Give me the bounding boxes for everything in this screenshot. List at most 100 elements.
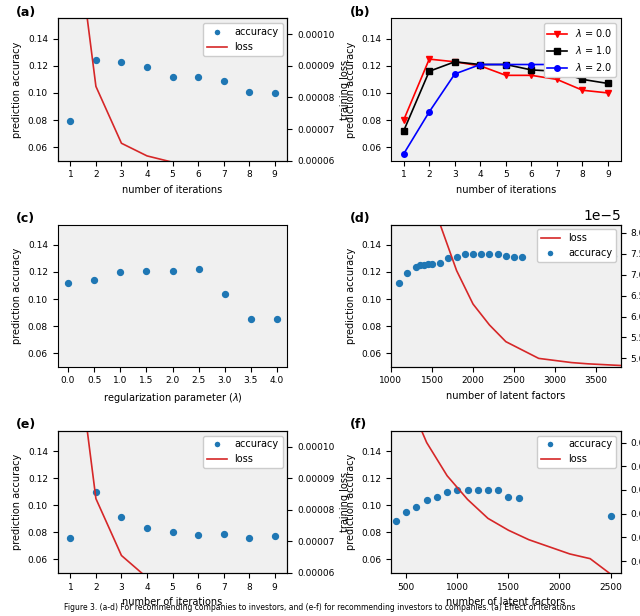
loss xyxy=(169,158,177,166)
accuracy xyxy=(391,516,401,526)
loss xyxy=(484,515,492,522)
accuracy xyxy=(451,252,461,262)
accuracy xyxy=(513,493,524,503)
accuracy xyxy=(517,252,527,262)
$\lambda$ = 2.0 xyxy=(400,150,408,158)
accuracy xyxy=(503,492,513,502)
Point xyxy=(272,314,282,324)
loss xyxy=(607,570,614,578)
Y-axis label: prediction accuracy: prediction accuracy xyxy=(12,41,22,138)
$\lambda$ = 1.0 xyxy=(527,67,535,74)
Legend: loss, accuracy: loss, accuracy xyxy=(537,230,616,262)
accuracy xyxy=(394,278,404,288)
accuracy xyxy=(509,252,519,262)
Point xyxy=(115,267,125,277)
$\lambda$ = 2.0 xyxy=(451,70,459,78)
Point xyxy=(141,265,152,275)
accuracy xyxy=(401,507,412,517)
accuracy xyxy=(427,259,437,269)
accuracy xyxy=(483,485,493,495)
accuracy xyxy=(116,57,127,67)
accuracy xyxy=(484,249,495,259)
accuracy xyxy=(218,76,228,86)
loss xyxy=(245,586,253,594)
$\lambda$ = 0.0 xyxy=(451,58,459,65)
Point xyxy=(168,265,178,275)
$\lambda$ = 1.0 xyxy=(553,68,561,75)
loss xyxy=(118,552,125,559)
Y-axis label: prediction accuracy: prediction accuracy xyxy=(346,41,355,138)
$\lambda$ = 0.0 xyxy=(527,71,535,79)
accuracy xyxy=(168,72,178,82)
accuracy xyxy=(476,249,486,259)
$\lambda$ = 0.0 xyxy=(502,71,509,79)
accuracy xyxy=(493,249,503,259)
loss xyxy=(617,362,625,369)
accuracy xyxy=(142,62,152,72)
accuracy xyxy=(442,487,452,496)
accuracy xyxy=(193,72,204,82)
loss xyxy=(444,472,451,479)
$\lambda$ = 1.0 xyxy=(476,61,484,68)
Legend: accuracy, loss: accuracy, loss xyxy=(204,436,283,468)
loss xyxy=(143,152,151,160)
accuracy xyxy=(91,487,101,496)
accuracy xyxy=(65,533,76,543)
accuracy xyxy=(193,530,204,540)
Line: loss: loss xyxy=(70,0,275,172)
Point xyxy=(63,278,73,288)
accuracy xyxy=(444,254,454,264)
Text: (b): (b) xyxy=(349,6,370,18)
Point xyxy=(89,275,99,285)
Text: Figure 3. (a-d) For recommending companies to investors, and (e-f) for recommend: Figure 3. (a-d) For recommending compani… xyxy=(64,603,576,612)
Point xyxy=(193,264,204,274)
loss xyxy=(403,392,410,399)
accuracy xyxy=(422,495,432,505)
X-axis label: number of iterations: number of iterations xyxy=(122,185,223,195)
accuracy xyxy=(415,261,425,270)
accuracy xyxy=(500,251,511,261)
loss xyxy=(423,439,431,446)
accuracy xyxy=(269,532,280,541)
loss xyxy=(566,550,573,557)
accuracy xyxy=(432,492,442,502)
accuracy xyxy=(412,501,422,511)
Y-axis label: training loss: training loss xyxy=(340,60,350,120)
Text: (c): (c) xyxy=(16,212,35,225)
loss xyxy=(143,574,151,582)
Text: (e): (e) xyxy=(16,418,36,431)
loss xyxy=(545,543,553,551)
accuracy xyxy=(605,511,616,521)
accuracy xyxy=(402,269,412,278)
accuracy xyxy=(218,529,228,538)
$\lambda$ = 2.0 xyxy=(579,61,586,68)
accuracy xyxy=(463,485,473,495)
loss xyxy=(504,527,512,534)
Legend: accuracy, loss: accuracy, loss xyxy=(537,436,616,468)
$\lambda$ = 1.0 xyxy=(579,76,586,83)
accuracy xyxy=(142,523,152,533)
accuracy xyxy=(473,485,483,495)
accuracy xyxy=(468,249,478,259)
loss xyxy=(387,351,395,359)
loss xyxy=(403,62,411,70)
$\lambda$ = 2.0 xyxy=(476,61,484,68)
loss xyxy=(502,338,509,346)
Line: $\lambda$ = 1.0: $\lambda$ = 1.0 xyxy=(401,59,611,134)
loss xyxy=(220,585,227,593)
Line: $\lambda$ = 0.0: $\lambda$ = 0.0 xyxy=(401,56,611,123)
accuracy xyxy=(244,533,254,543)
$\lambda$ = 1.0 xyxy=(426,68,433,75)
accuracy xyxy=(460,249,470,259)
loss xyxy=(92,495,100,502)
$\lambda$ = 0.0 xyxy=(579,86,586,94)
Line: $\lambda$ = 2.0: $\lambda$ = 2.0 xyxy=(401,62,611,156)
loss xyxy=(195,161,202,169)
loss xyxy=(271,588,278,595)
loss xyxy=(464,496,472,503)
X-axis label: number of iterations: number of iterations xyxy=(122,597,223,607)
accuracy xyxy=(65,116,76,126)
$\lambda$ = 1.0 xyxy=(400,127,408,134)
Line: loss: loss xyxy=(391,0,621,365)
loss xyxy=(486,322,493,329)
